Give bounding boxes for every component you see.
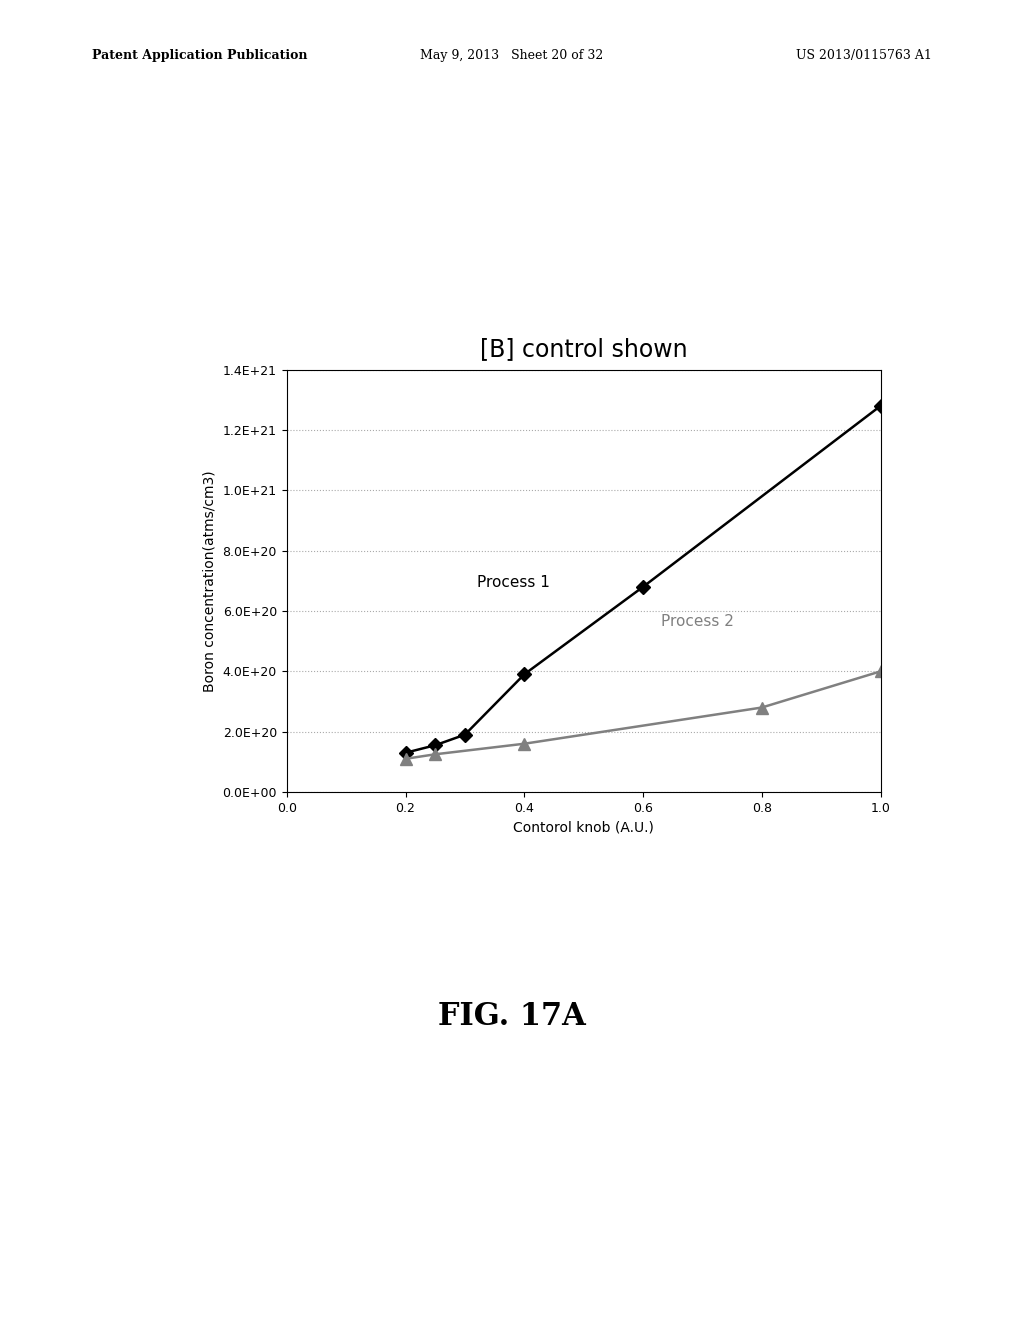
Text: FIG. 17A: FIG. 17A [438, 1001, 586, 1032]
Text: US 2013/0115763 A1: US 2013/0115763 A1 [796, 49, 932, 62]
Y-axis label: Boron concentration(atms/cm3): Boron concentration(atms/cm3) [203, 470, 217, 692]
Text: May 9, 2013   Sheet 20 of 32: May 9, 2013 Sheet 20 of 32 [421, 49, 603, 62]
Title: [B] control shown: [B] control shown [480, 337, 687, 360]
Text: Process 2: Process 2 [660, 614, 734, 630]
Text: Patent Application Publication: Patent Application Publication [92, 49, 307, 62]
X-axis label: Contorol knob (A.U.): Contorol knob (A.U.) [513, 820, 654, 834]
Text: Process 1: Process 1 [477, 574, 550, 590]
